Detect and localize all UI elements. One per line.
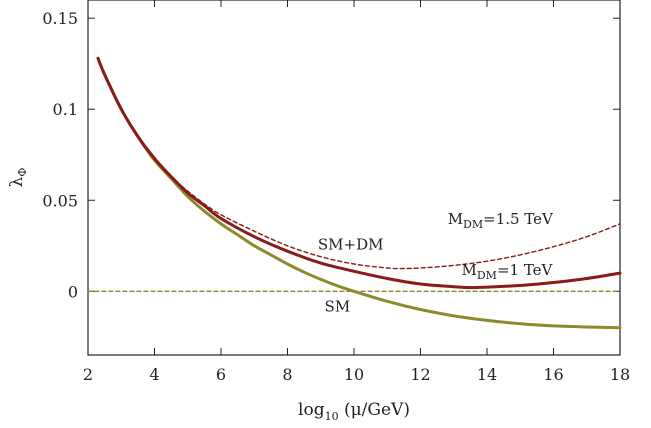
x-axis-title-sub: 10 (325, 410, 339, 423)
x-tick-label: 18 (610, 365, 630, 384)
x-tick-label: 4 (149, 365, 159, 384)
annotation-label: MDM=1.5 TeV (448, 210, 554, 231)
y-tick-label: 0.15 (42, 9, 78, 28)
annotation-main: M (448, 210, 463, 228)
x-axis-title: log10 (μ/GeV) (298, 400, 410, 423)
x-tick-label: 12 (410, 365, 430, 384)
x-axis-title-rest: (μ/GeV) (339, 400, 410, 420)
x-tick-label: 6 (216, 365, 226, 384)
annotation-main: M (462, 261, 477, 279)
series-line-2 (97, 57, 621, 270)
x-tick-label: 14 (477, 365, 497, 384)
annotation-label: MDM=1 TeV (462, 261, 554, 282)
x-tick-label: 2 (83, 365, 93, 384)
x-tick-label: 10 (344, 365, 364, 384)
series-line-0 (96, 56, 622, 330)
annotation-sub: DM (477, 269, 497, 282)
x-tick-label: 16 (543, 365, 563, 384)
axis-ticks: 2 4 6 8 10 12 14 16 18 0 0.05 0.1 0.15 (42, 0, 630, 384)
plot-area (87, 0, 621, 356)
y-tick-label: 0.1 (53, 100, 78, 119)
y-tick-label: 0 (68, 282, 78, 301)
y-tick-label: 0.05 (42, 191, 78, 210)
plot-frame (87, 0, 621, 356)
annotation-rest: =1 TeV (497, 261, 554, 279)
annotation-rest: =1.5 TeV (483, 210, 554, 228)
y-axis-title: λΦ (7, 168, 29, 188)
annotation-label: SM+DM (318, 235, 384, 253)
x-axis-title-main: log (298, 400, 325, 420)
series-group (87, 56, 622, 330)
annotation-sub: DM (463, 218, 483, 231)
annotation-label: SM (325, 297, 351, 315)
y-axis-title-main: λ (7, 176, 27, 187)
y-axis-title-sub: Φ (16, 168, 29, 177)
x-tick-label: 8 (282, 365, 292, 384)
